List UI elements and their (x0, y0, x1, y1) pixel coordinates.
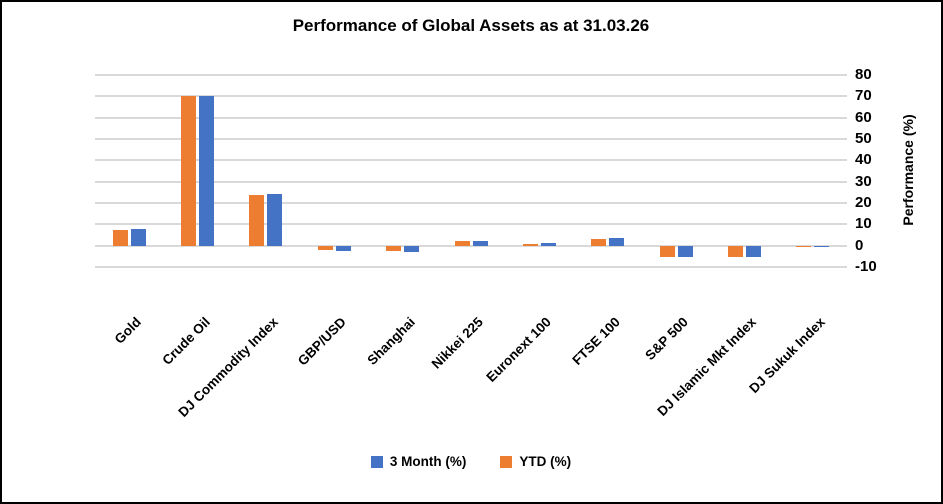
bar-3-month-euronext-100 (540, 243, 556, 246)
legend-item-3-month: 3 Month (%) (370, 454, 467, 469)
gridline-50 (95, 138, 847, 140)
legend: 3 Month (%) YTD (%) (95, 454, 847, 469)
bar-3-month-gbp-usd (335, 245, 351, 251)
gridline-80 (95, 74, 847, 76)
bar-ytd-euronext-100 (522, 243, 538, 246)
bar-ytd-dj-islamic-mkt-index (727, 245, 743, 257)
bar-3-month-dj-commodity-index (267, 194, 283, 246)
bar-ytd-dj-commodity-index (249, 194, 265, 246)
bar-ytd-s-p-500 (659, 245, 675, 257)
legend-swatch-icon (370, 455, 383, 468)
legend-label: YTD (%) (519, 454, 572, 469)
y-tick-label-80: 80 (855, 66, 872, 83)
bar-3-month-crude-oil (199, 96, 215, 246)
bar-ytd-gold (112, 229, 128, 246)
bar-ytd-crude-oil (181, 96, 197, 246)
gridline-20 (95, 202, 847, 204)
gridline-0 (95, 244, 847, 247)
bar-ytd-gbp-usd (317, 245, 333, 250)
gridline-60 (95, 116, 847, 119)
legend-label: 3 Month (%) (389, 454, 467, 469)
gridline-40 (95, 159, 847, 162)
gridline-30 (95, 180, 847, 183)
bar-ytd-ftse-100 (591, 238, 607, 246)
chart-title: Performance of Global Assets as at 31.03… (292, 16, 650, 35)
bar-3-month-dj-islamic-mkt-index (745, 245, 761, 258)
bar-3-month-gold (130, 229, 146, 246)
gridline--10 (95, 266, 847, 268)
legend-swatch-icon (500, 455, 513, 468)
bar-ytd-nikkei-225 (454, 241, 470, 246)
bar-3-month-s-p-500 (677, 245, 693, 257)
y-tick-label-20: 20 (855, 194, 872, 211)
bar-3-month-dj-sukuk-index (814, 245, 830, 248)
bar-3-month-ftse-100 (609, 237, 625, 246)
y-tick-label-0: 0 (855, 236, 864, 254)
legend-item-ytd: YTD (%) (500, 454, 571, 469)
y-axis-title: Performance (%) (900, 114, 916, 226)
y-tick-label-40: 40 (855, 151, 872, 169)
y-tick-label-30: 30 (855, 172, 872, 190)
gridline-70 (95, 95, 847, 98)
y-tick-label-50: 50 (855, 130, 872, 147)
y-tick-label-60: 60 (855, 108, 872, 126)
gridline-10 (95, 223, 847, 226)
y-tick-label-70: 70 (855, 87, 872, 105)
bar-3-month-nikkei-225 (472, 240, 488, 246)
bar-3-month-shanghai (404, 245, 420, 252)
y-tick-label-10: 10 (855, 215, 872, 233)
bar-ytd-dj-sukuk-index (796, 245, 812, 247)
y-tick-label--10: -10 (855, 258, 877, 275)
bar-ytd-shanghai (386, 245, 402, 251)
